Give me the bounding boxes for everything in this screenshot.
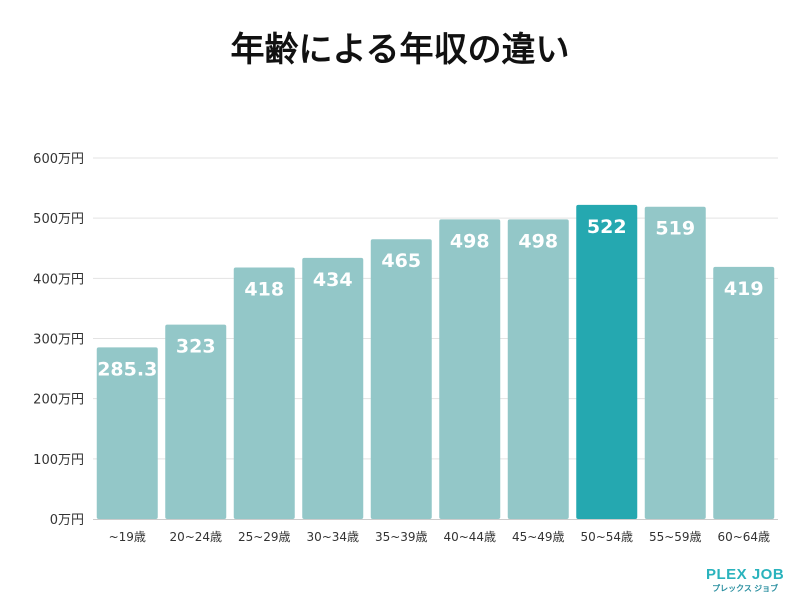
bar [370, 239, 432, 519]
bar [644, 206, 706, 520]
data-label: 285.3 [97, 358, 157, 380]
data-label: 498 [450, 230, 490, 252]
x-tick-label: 45~49歳 [512, 530, 565, 544]
x-tick-label: 30~34歳 [306, 530, 359, 544]
data-label: 323 [176, 336, 216, 358]
y-tick-label: 200万円 [33, 393, 84, 408]
x-tick-label: 20~24歳 [169, 530, 222, 544]
chart-title: 年齢による年収の違い [230, 30, 570, 70]
bar [507, 219, 569, 519]
y-tick-label: 500万円 [33, 212, 84, 227]
y-tick-label: 100万円 [33, 453, 84, 468]
bar [439, 219, 501, 519]
bar [96, 347, 158, 519]
data-label: 434 [313, 269, 353, 291]
x-tick-label: 55~59歳 [649, 530, 702, 544]
bar [165, 324, 227, 519]
data-label: 519 [655, 218, 695, 240]
x-tick-label: 35~39歳 [375, 530, 428, 544]
data-label: 522 [587, 216, 627, 238]
bar [302, 257, 364, 519]
x-tick-label: 60~64歳 [717, 530, 770, 544]
x-tick-label: ~19歳 [109, 530, 146, 544]
data-label: 419 [724, 278, 764, 300]
data-label: 418 [244, 279, 284, 301]
data-label: 498 [518, 230, 558, 252]
bar [233, 267, 295, 519]
logo-text: PLEX JOB [706, 566, 785, 583]
y-tick-label: 600万円 [33, 152, 84, 167]
logo-subtext: プレックス ジョブ [712, 584, 779, 593]
bar [576, 204, 638, 519]
y-tick-label: 300万円 [33, 333, 84, 348]
y-tick-label: 400万円 [33, 272, 84, 287]
x-tick-label: 40~44歳 [443, 530, 496, 544]
x-tick-label: 50~54歳 [580, 530, 633, 544]
x-tick-label: 25~29歳 [238, 530, 291, 544]
bar [713, 266, 775, 519]
data-label: 465 [381, 250, 421, 272]
y-tick-label: 0万円 [50, 513, 84, 528]
plex-job-logo: PLEX JOB プレックス ジョブ [706, 566, 784, 594]
